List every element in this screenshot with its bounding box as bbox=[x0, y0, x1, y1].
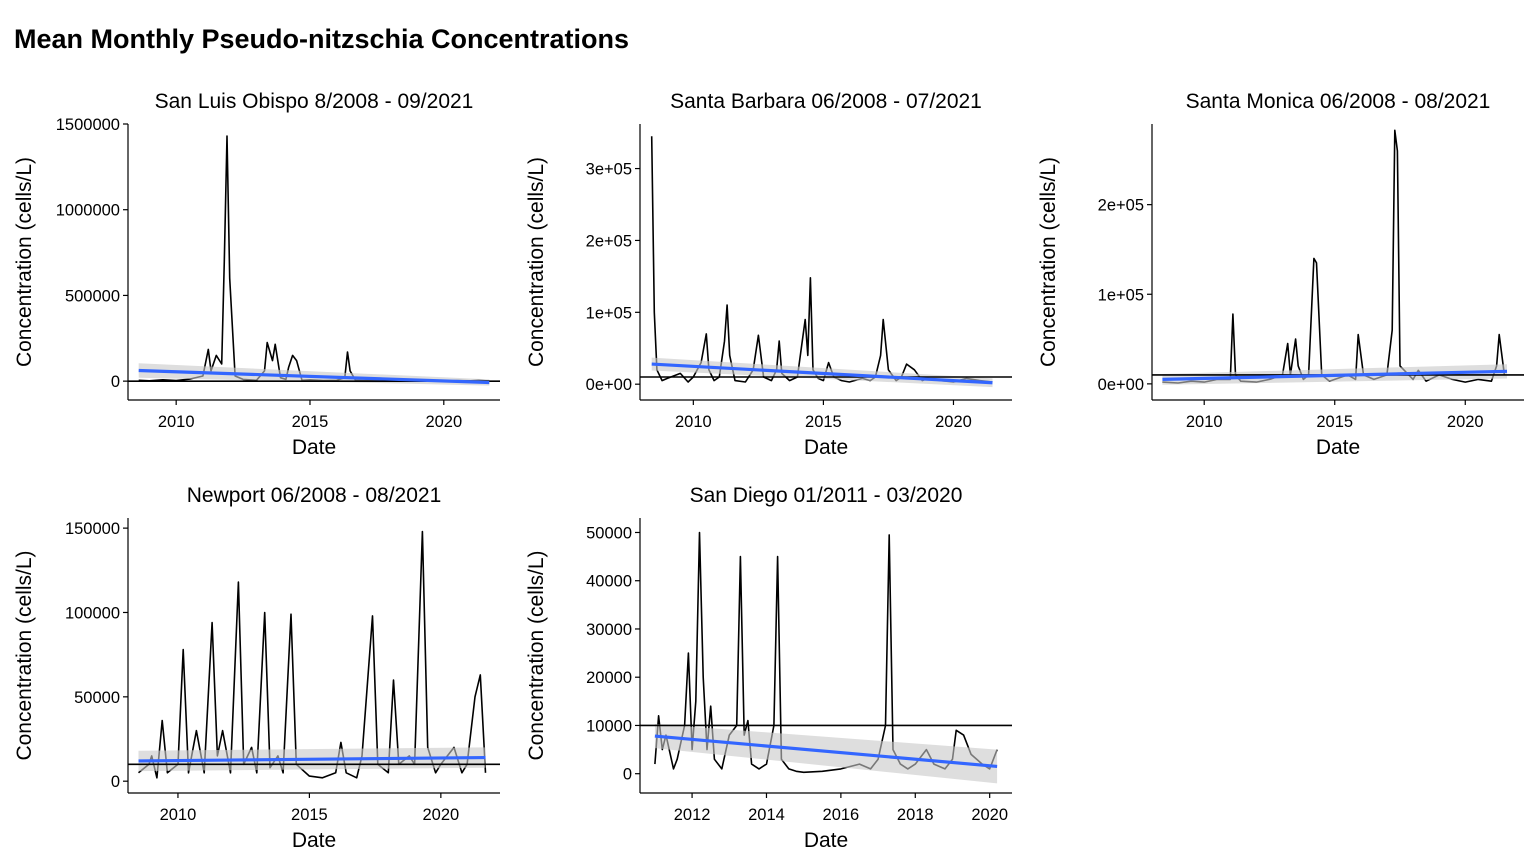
y-tick-label: 20000 bbox=[586, 669, 632, 687]
y-tick-label: 1e+05 bbox=[586, 304, 632, 322]
y-tick-label: 10000 bbox=[586, 717, 632, 735]
panel-santa-monica: Santa Monica 06/2008 - 08/2021 0e+00 1e+05… bbox=[1037, 90, 1524, 459]
x-tick-label: 2015 bbox=[1316, 413, 1353, 431]
y-tick-label: 0 bbox=[111, 373, 120, 391]
x-axis-label: Date bbox=[804, 436, 848, 459]
y-axis-label: Concentration (cells/L) bbox=[13, 157, 36, 367]
x-tick-label: 2015 bbox=[292, 413, 329, 431]
y-tick-label: 50000 bbox=[74, 689, 120, 707]
x-tick-label: 2020 bbox=[935, 413, 972, 431]
x-tick-label: 2015 bbox=[291, 806, 328, 824]
series-line bbox=[137, 530, 487, 779]
x-tick-label: 2010 bbox=[675, 413, 712, 431]
y-axis-label: Concentration (cells/L) bbox=[1037, 157, 1060, 367]
x-axis-label: Date bbox=[292, 829, 336, 852]
series-line bbox=[650, 136, 993, 383]
x-tick-label: 2010 bbox=[158, 413, 195, 431]
x-tick-label: 2018 bbox=[897, 806, 934, 824]
trend-line bbox=[138, 368, 490, 385]
page-title: Mean Monthly Pseudo-nitzschia Concentrat… bbox=[14, 24, 630, 54]
panel-title: Santa Barbara 06/2008 - 07/2021 bbox=[670, 90, 982, 113]
x-tick-label: 2016 bbox=[823, 806, 860, 824]
trend-line bbox=[1162, 369, 1508, 381]
y-axis-label: Concentration (cells/L) bbox=[525, 157, 548, 367]
x-tick-label: 2010 bbox=[1186, 413, 1223, 431]
y-tick-label: 1500000 bbox=[56, 116, 120, 134]
trend-ribbon bbox=[654, 724, 998, 784]
y-tick-label: 0e+00 bbox=[586, 376, 632, 394]
x-tick-label: 2010 bbox=[160, 806, 197, 824]
series-line bbox=[138, 135, 490, 382]
panel-title: Newport 06/2008 - 08/2021 bbox=[187, 484, 442, 507]
series-line bbox=[1162, 129, 1506, 384]
y-tick-label: 150000 bbox=[65, 520, 120, 538]
x-tick-label: 2020 bbox=[1447, 413, 1484, 431]
y-axis-label: Concentration (cells/L) bbox=[13, 550, 36, 760]
x-tick-label: 2020 bbox=[422, 806, 459, 824]
y-tick-label: 50000 bbox=[586, 524, 632, 542]
x-axis-label: Date bbox=[804, 829, 848, 852]
x-tick-label: 2014 bbox=[748, 806, 785, 824]
x-tick-label: 2015 bbox=[805, 413, 842, 431]
y-tick-label: 30000 bbox=[586, 621, 632, 639]
y-tick-label: 3e+05 bbox=[586, 161, 632, 179]
y-tick-label: 0e+00 bbox=[1098, 376, 1144, 394]
panel-title: Santa Monica 06/2008 - 08/2021 bbox=[1186, 90, 1491, 113]
x-tick-label: 2012 bbox=[674, 806, 711, 824]
panel-san-luis-obispo: San Luis Obispo 8/2008 - 09/2021 0 500000 1… bbox=[13, 90, 500, 459]
panel-newport: Newport 06/2008 - 08/2021 0 50000 100000 150… bbox=[13, 484, 500, 852]
y-tick-label: 1e+05 bbox=[1098, 286, 1144, 304]
trend-line bbox=[654, 734, 998, 769]
panel-title: San Luis Obispo 8/2008 - 09/2021 bbox=[155, 90, 474, 113]
trend-line bbox=[138, 755, 486, 763]
y-tick-label: 0 bbox=[623, 766, 632, 784]
y-tick-label: 1000000 bbox=[56, 202, 120, 220]
y-tick-label: 2e+05 bbox=[1098, 197, 1144, 215]
x-tick-label: 2020 bbox=[971, 806, 1008, 824]
x-axis-label: Date bbox=[292, 436, 336, 459]
y-tick-label: 500000 bbox=[65, 287, 120, 305]
y-axis-label: Concentration (cells/L) bbox=[525, 550, 548, 760]
panel-title: San Diego 01/2011 - 03/2020 bbox=[690, 484, 963, 507]
y-tick-label: 2e+05 bbox=[586, 232, 632, 250]
x-tick-label: 2020 bbox=[425, 413, 462, 431]
trend-line bbox=[651, 362, 993, 385]
y-tick-label: 100000 bbox=[65, 604, 120, 622]
panel-san-diego: San Diego 01/2011 - 03/2020 0 10000 20000 30… bbox=[525, 484, 1012, 852]
x-axis-label: Date bbox=[1316, 436, 1360, 459]
y-tick-label: 0 bbox=[111, 773, 120, 791]
panel-santa-barbara: Santa Barbara 06/2008 - 07/2021 0e+00 1e+0… bbox=[525, 90, 1012, 459]
y-tick-label: 40000 bbox=[586, 573, 632, 591]
